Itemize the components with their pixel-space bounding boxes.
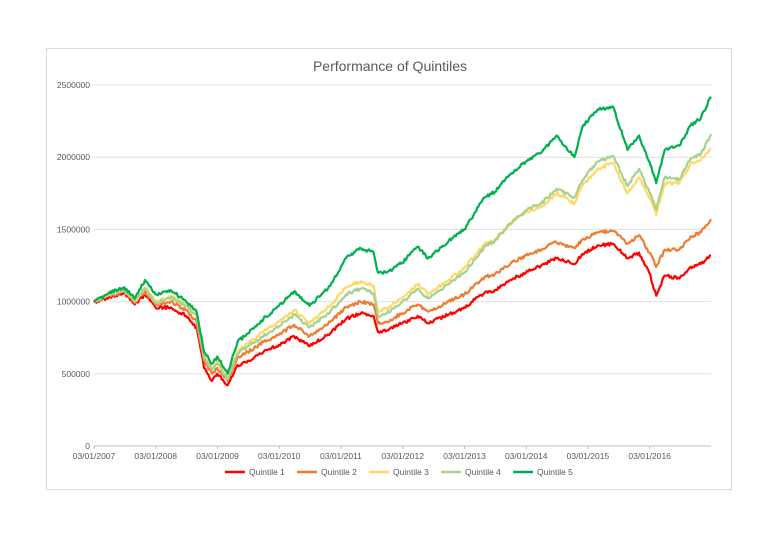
legend-label: Quintile 3 — [393, 467, 429, 477]
line-chart: Performance of Quintiles 0 500000 1000000 1… — [57, 58, 713, 477]
y-tick-label: 500000 — [62, 369, 91, 379]
y-tick-label: 2500000 — [57, 80, 90, 90]
x-tick-label: 03/01/2008 — [134, 451, 177, 461]
legend-label: Quintile 2 — [321, 467, 357, 477]
x-tick-label: 03/01/2011 — [320, 451, 362, 461]
series-line-quintile-2 — [93, 218, 712, 383]
x-tick-label: 03/01/2016 — [628, 451, 671, 461]
y-tick-label: 0 — [85, 441, 90, 451]
x-tick-label: 03/01/2010 — [258, 451, 301, 461]
y-tick-label: 1000000 — [57, 297, 90, 307]
x-axis-ticks: 03/01/2007 03/01/2008 03/01/2009 03/01/2010… — [73, 446, 671, 461]
series-line-quintile-1 — [93, 241, 712, 387]
series-lines — [93, 95, 713, 387]
y-tick-label: 1500000 — [57, 224, 90, 234]
chart-title: Performance of Quintiles — [313, 58, 467, 74]
series-line-quintile-4 — [93, 133, 713, 381]
legend-label: Quintile 5 — [537, 467, 573, 477]
x-tick-label: 03/01/2014 — [505, 451, 548, 461]
x-tick-label: 03/01/2009 — [196, 451, 239, 461]
legend: Quintile 1 Quintile 2 Quintile 3 Quintile 4… — [225, 467, 573, 477]
y-axis-ticks: 0 500000 1000000 1500000 2000000 2500000 — [57, 80, 90, 451]
grid-lines — [94, 84, 711, 447]
legend-label: Quintile 4 — [465, 467, 501, 477]
y-tick-label: 2000000 — [57, 152, 90, 162]
chart-frame: Performance of Quintiles 0 500000 1000000 1… — [46, 48, 732, 490]
legend-label: Quintile 1 — [249, 467, 285, 477]
series-line-quintile-5 — [93, 95, 712, 375]
x-tick-label: 03/01/2013 — [443, 451, 486, 461]
x-tick-label: 03/01/2012 — [381, 451, 424, 461]
x-tick-label: 03/01/2015 — [567, 451, 610, 461]
x-tick-label: 03/01/2007 — [73, 451, 116, 461]
